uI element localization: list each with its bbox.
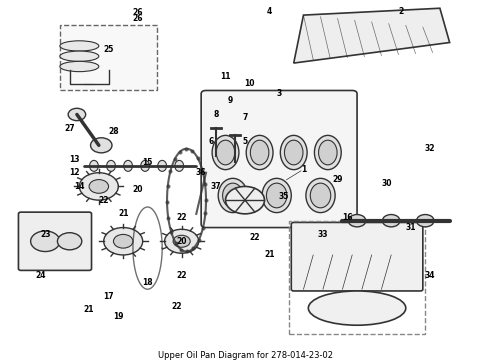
Text: 5: 5 — [243, 138, 247, 147]
Text: 15: 15 — [143, 158, 153, 167]
Text: 36: 36 — [196, 168, 206, 177]
Text: 24: 24 — [35, 271, 46, 280]
Text: 2: 2 — [398, 7, 404, 16]
FancyBboxPatch shape — [60, 25, 157, 90]
Text: 7: 7 — [243, 113, 247, 122]
Ellipse shape — [216, 140, 235, 165]
Circle shape — [91, 138, 112, 153]
Text: 11: 11 — [220, 72, 231, 81]
Text: 22: 22 — [176, 271, 187, 280]
Circle shape — [173, 235, 190, 247]
Ellipse shape — [310, 183, 331, 208]
Text: Upper Oil Pan Diagram for 278-014-23-02: Upper Oil Pan Diagram for 278-014-23-02 — [157, 351, 333, 360]
Text: 29: 29 — [332, 175, 343, 184]
FancyBboxPatch shape — [291, 222, 423, 291]
Ellipse shape — [60, 51, 99, 61]
Text: 25: 25 — [103, 45, 114, 54]
Circle shape — [89, 180, 109, 193]
Text: 16: 16 — [342, 213, 353, 222]
Circle shape — [416, 215, 434, 227]
Ellipse shape — [218, 178, 247, 213]
Circle shape — [30, 231, 60, 252]
Ellipse shape — [315, 135, 341, 170]
Text: 22: 22 — [249, 233, 260, 242]
Text: 20: 20 — [133, 185, 143, 194]
Text: 26: 26 — [133, 14, 143, 23]
Ellipse shape — [141, 161, 149, 171]
Ellipse shape — [60, 61, 99, 72]
Circle shape — [382, 215, 400, 227]
Ellipse shape — [60, 41, 99, 51]
Circle shape — [57, 233, 82, 250]
Text: 1: 1 — [301, 165, 306, 174]
Circle shape — [225, 186, 265, 214]
Text: 4: 4 — [267, 7, 272, 16]
Text: 37: 37 — [210, 182, 221, 191]
Circle shape — [68, 108, 86, 121]
Ellipse shape — [306, 178, 335, 213]
Text: 34: 34 — [425, 271, 436, 280]
Ellipse shape — [90, 161, 98, 171]
Text: 8: 8 — [213, 110, 219, 119]
Text: 28: 28 — [108, 127, 119, 136]
Text: 14: 14 — [74, 182, 85, 191]
Text: 13: 13 — [69, 154, 80, 163]
Text: 9: 9 — [228, 96, 233, 105]
FancyBboxPatch shape — [19, 212, 92, 270]
Text: 32: 32 — [425, 144, 436, 153]
FancyBboxPatch shape — [201, 90, 357, 228]
Text: 18: 18 — [142, 278, 153, 287]
Text: 23: 23 — [40, 230, 50, 239]
Text: 21: 21 — [264, 251, 274, 260]
Text: 6: 6 — [208, 138, 214, 147]
Circle shape — [104, 228, 143, 255]
Text: 26: 26 — [133, 8, 143, 17]
Ellipse shape — [280, 135, 307, 170]
Text: 33: 33 — [318, 230, 328, 239]
Ellipse shape — [158, 161, 167, 171]
Ellipse shape — [267, 183, 287, 208]
Text: 3: 3 — [276, 89, 282, 98]
Text: 35: 35 — [279, 192, 289, 201]
Text: 10: 10 — [245, 79, 255, 88]
Text: 27: 27 — [64, 124, 75, 133]
Text: 22: 22 — [176, 213, 187, 222]
Text: 17: 17 — [103, 292, 114, 301]
Text: 22: 22 — [98, 195, 109, 204]
Text: 31: 31 — [405, 223, 416, 232]
Ellipse shape — [318, 140, 337, 165]
Polygon shape — [294, 8, 450, 63]
Circle shape — [114, 234, 133, 248]
Text: 19: 19 — [113, 312, 123, 321]
Ellipse shape — [308, 291, 406, 325]
Circle shape — [79, 173, 118, 200]
Text: 12: 12 — [69, 168, 80, 177]
Ellipse shape — [262, 178, 291, 213]
Ellipse shape — [212, 135, 239, 170]
Ellipse shape — [107, 161, 116, 171]
Text: 30: 30 — [381, 179, 392, 188]
Circle shape — [348, 215, 366, 227]
Ellipse shape — [246, 135, 273, 170]
Text: 20: 20 — [176, 237, 187, 246]
Ellipse shape — [123, 161, 132, 171]
Text: 21: 21 — [84, 305, 95, 314]
Ellipse shape — [285, 140, 303, 165]
Text: 22: 22 — [172, 302, 182, 311]
Ellipse shape — [222, 183, 243, 208]
Ellipse shape — [175, 161, 184, 171]
Circle shape — [165, 229, 199, 253]
Ellipse shape — [250, 140, 269, 165]
Text: 21: 21 — [118, 210, 128, 219]
